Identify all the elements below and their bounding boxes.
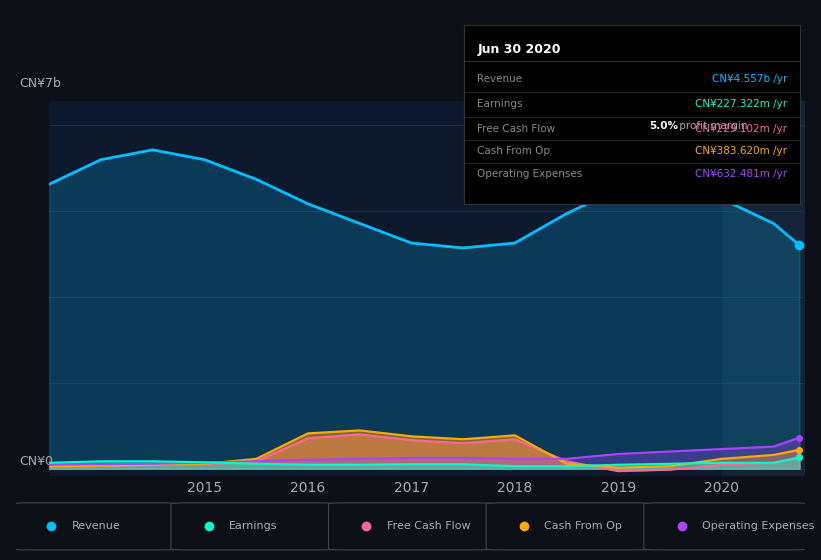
- Text: 5.0%: 5.0%: [649, 120, 678, 130]
- Text: CN¥0: CN¥0: [19, 455, 53, 469]
- Text: Free Cash Flow: Free Cash Flow: [477, 124, 556, 134]
- Text: Earnings: Earnings: [477, 99, 523, 109]
- FancyBboxPatch shape: [13, 503, 177, 550]
- Text: Operating Expenses: Operating Expenses: [702, 521, 814, 531]
- Text: Cash From Op: Cash From Op: [477, 146, 550, 156]
- FancyBboxPatch shape: [486, 503, 650, 550]
- Text: Revenue: Revenue: [71, 521, 121, 531]
- Text: CN¥632.481m /yr: CN¥632.481m /yr: [695, 169, 787, 179]
- Text: Operating Expenses: Operating Expenses: [477, 169, 583, 179]
- FancyBboxPatch shape: [171, 503, 335, 550]
- Bar: [722, 101, 805, 476]
- Text: CN¥4.557b /yr: CN¥4.557b /yr: [712, 74, 787, 84]
- Text: Jun 30 2020: Jun 30 2020: [477, 43, 561, 56]
- Text: CN¥229.102m /yr: CN¥229.102m /yr: [695, 124, 787, 134]
- Text: CN¥7b: CN¥7b: [19, 77, 61, 90]
- Text: Revenue: Revenue: [477, 74, 522, 84]
- Text: CN¥227.322m /yr: CN¥227.322m /yr: [695, 99, 787, 109]
- Text: Free Cash Flow: Free Cash Flow: [387, 521, 470, 531]
- FancyBboxPatch shape: [644, 503, 808, 550]
- Text: Cash From Op: Cash From Op: [544, 521, 622, 531]
- Text: profit margin: profit margin: [676, 120, 747, 130]
- FancyBboxPatch shape: [328, 503, 493, 550]
- Text: Earnings: Earnings: [229, 521, 277, 531]
- Text: CN¥383.620m /yr: CN¥383.620m /yr: [695, 146, 787, 156]
